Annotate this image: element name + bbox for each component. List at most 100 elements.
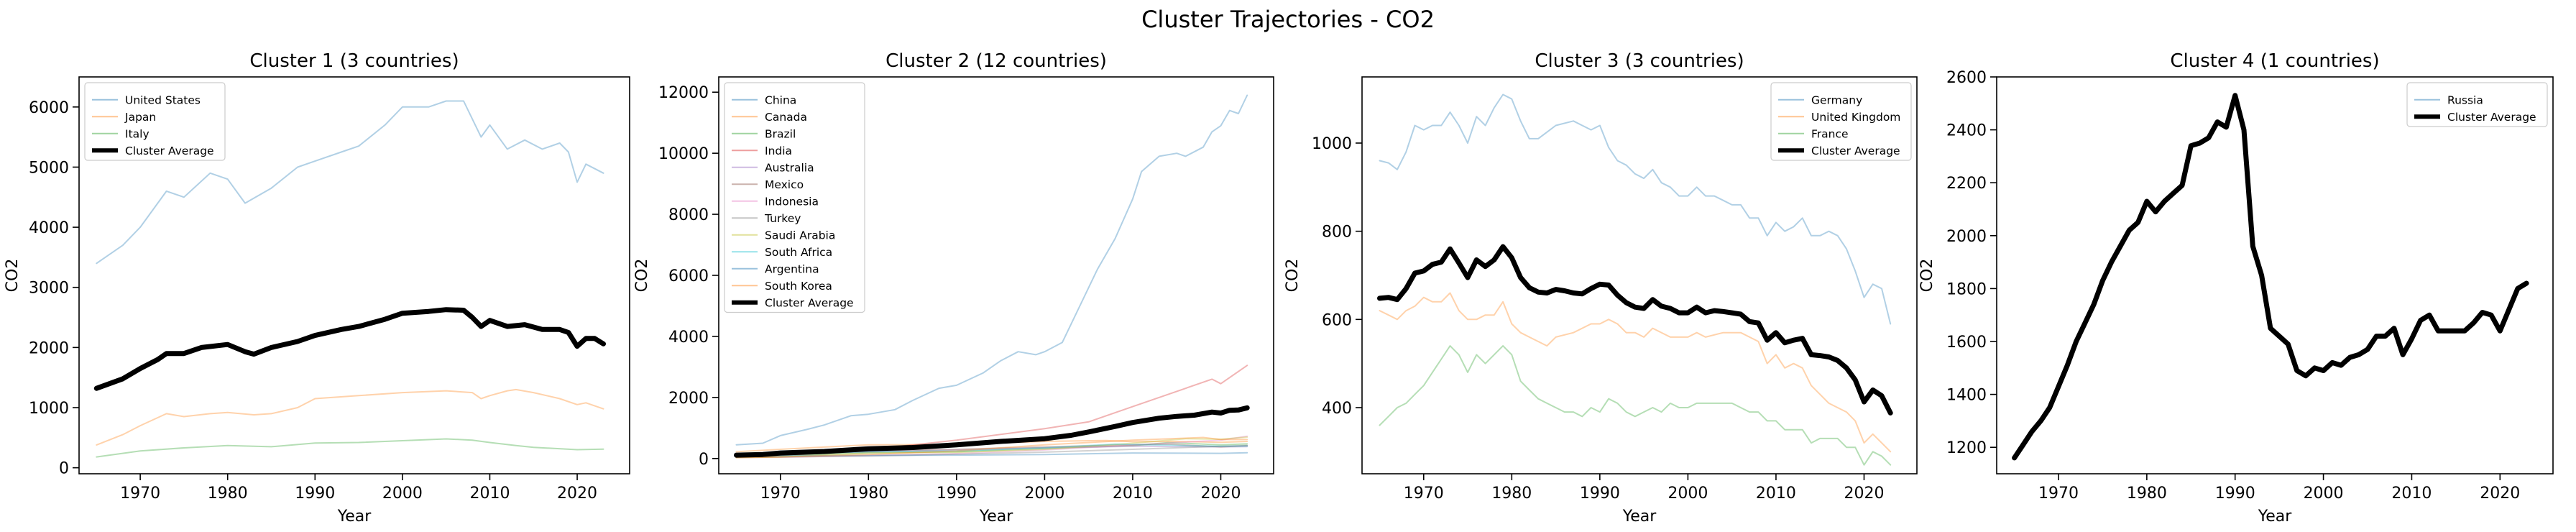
legend-label: Russia (2447, 93, 2483, 106)
legend: United States Japan Italy Cluster Average (84, 82, 226, 161)
y-tick-label: 8000 (668, 206, 709, 224)
legend: China Canada Brazil India Australia Mexico Ind… (724, 82, 865, 313)
legend-label: Italy (125, 127, 150, 140)
chart-2: Cluster 2 (12 countries) 1970 1980 1990 2000… (633, 50, 1274, 526)
series-group (2012, 93, 2529, 461)
y-tick-label: 4000 (668, 329, 709, 347)
x-tick-label: 1970 (120, 485, 160, 503)
series-line (735, 439, 1248, 453)
x-tick-label: 1980 (2127, 485, 2167, 503)
x-axis-label: Year (2258, 508, 2293, 526)
series-line (1379, 292, 1892, 453)
x-tick-label: 2000 (2304, 485, 2344, 503)
legend-label: Germany (1811, 93, 1862, 106)
series-line (735, 444, 1248, 459)
legend-label: Brazil (765, 127, 796, 140)
series-group (1377, 93, 1893, 466)
x-tick-label: 2000 (1024, 485, 1064, 503)
x-tick-label: 1990 (2215, 485, 2255, 503)
series-line (735, 441, 1248, 458)
legend-label: South Korea (765, 280, 832, 293)
y-tick-label: 1800 (1946, 280, 1987, 298)
chart-4: Cluster 4 (1 countries) 1970 1980 1990 2000 2… (1918, 50, 2554, 526)
x-tick-label: 1980 (1491, 485, 1532, 503)
legend-label: Cluster Average (125, 145, 214, 157)
chart-title: Cluster 1 (3 countries) (249, 50, 459, 72)
x-tick-label: 2020 (557, 485, 597, 503)
series-line-cluster-average (2012, 93, 2529, 461)
x-tick-label: 1970 (1404, 485, 1444, 503)
x-tick-label: 2010 (2391, 485, 2432, 503)
legend-label: China (765, 93, 796, 106)
series-line (2013, 94, 2528, 459)
legend-label: South Africa (765, 246, 832, 259)
legend-label: Cluster Average (2447, 111, 2536, 124)
legend: Russia Cluster Average (2406, 82, 2548, 127)
legend-box (724, 82, 865, 313)
y-tick-label: 600 (1322, 311, 1352, 329)
x-tick-label: 2010 (469, 485, 510, 503)
y-tick-label: 6000 (29, 99, 69, 117)
legend-label: United States (125, 93, 201, 106)
y-tick-label: 1200 (1946, 439, 1987, 457)
series-line (735, 435, 1248, 459)
x-tick-label: 2000 (382, 485, 423, 503)
series-line (1379, 345, 1892, 466)
y-tick-label: 2200 (1946, 175, 1987, 193)
y-axis-label: CO2 (1918, 259, 1936, 293)
y-tick-label: 0 (699, 451, 709, 469)
axes-frame (1361, 76, 1918, 474)
series-line (735, 436, 1248, 459)
y-axis-label: CO2 (4, 259, 22, 293)
x-tick-label: 2020 (1200, 485, 1241, 503)
x-tick-label: 1990 (1580, 485, 1620, 503)
x-tick-label: 1980 (848, 485, 888, 503)
y-tick-label: 4000 (29, 219, 69, 237)
x-tick-label: 1980 (208, 485, 248, 503)
y-tick-label: 10000 (658, 145, 709, 163)
chart-title: Cluster 4 (1 countries) (2170, 50, 2379, 72)
x-tick-label: 2010 (1756, 485, 1796, 503)
y-tick-label: 3000 (29, 280, 69, 298)
series-group (93, 100, 606, 458)
legend: Germany United Kingdom France Cluster Avera… (1770, 82, 1912, 161)
x-tick-label: 1970 (2038, 485, 2079, 503)
chart-3: Cluster 3 (3 countries) 1970 1980 1990 2000 2… (1284, 50, 1918, 526)
series-group (734, 94, 1250, 459)
y-tick-label: 2400 (1946, 122, 1987, 140)
series-line (96, 388, 604, 446)
x-axis-label: Year (1622, 508, 1657, 526)
axes-frame (78, 76, 630, 474)
y-tick-label: 0 (59, 460, 69, 478)
y-tick-label: 1400 (1946, 387, 1987, 405)
y-tick-label: 2000 (1946, 228, 1987, 246)
legend-label: Canada (765, 111, 807, 124)
y-tick-label: 5000 (29, 159, 69, 177)
legend-label: Indonesia (765, 195, 819, 208)
y-tick-label: 400 (1322, 400, 1352, 418)
y-tick-label: 12000 (658, 84, 709, 102)
y-axis-label: CO2 (1284, 259, 1302, 293)
series-line-cluster-average (93, 307, 606, 391)
legend-label: Mexico (765, 178, 804, 191)
legend-label: Australia (765, 161, 814, 174)
legend-box (1770, 82, 1912, 161)
x-tick-label: 1990 (937, 485, 977, 503)
series-line (96, 100, 604, 265)
y-tick-label: 2000 (29, 339, 69, 357)
x-tick-label: 2010 (1113, 485, 1153, 503)
series-line (1379, 93, 1892, 325)
x-axis-label: Year (337, 508, 372, 526)
x-axis-label: Year (979, 508, 1014, 526)
series-line (735, 436, 1248, 459)
legend-label: India (765, 145, 792, 157)
x-tick-label: 1990 (295, 485, 335, 503)
series-line (96, 438, 604, 458)
legend-box (84, 82, 226, 161)
chart-title: Cluster 2 (12 countries) (886, 50, 1107, 72)
x-tick-label: 2020 (1844, 485, 1884, 503)
legend-label: France (1811, 127, 1849, 140)
figure-title: Cluster Trajectories - CO2 (1141, 6, 1435, 33)
